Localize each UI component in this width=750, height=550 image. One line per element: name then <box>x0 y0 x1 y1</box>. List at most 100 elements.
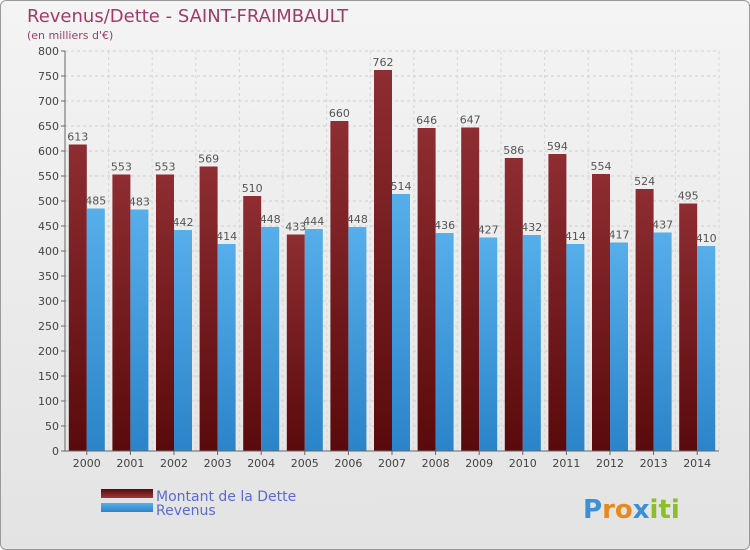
y-tick-label: 250 <box>38 320 59 333</box>
y-tick-label: 750 <box>38 70 59 83</box>
x-tick-label: 2002 <box>160 457 188 470</box>
bar-revenus <box>697 246 716 451</box>
bar-revenus <box>435 233 454 451</box>
value-label-dette: 553 <box>155 161 176 174</box>
bar-dette <box>417 128 436 451</box>
x-tick-label: 2012 <box>596 457 624 470</box>
y-tick-label: 700 <box>38 95 59 108</box>
bar-dette <box>548 154 567 451</box>
y-tick-label: 100 <box>38 395 59 408</box>
value-label-revenus: 427 <box>478 224 499 237</box>
value-label-dette: 647 <box>460 114 481 127</box>
chart-title: Revenus/Dette - SAINT-FRAIMBAULT <box>27 6 349 27</box>
legend-swatch-debt <box>101 489 153 498</box>
logo-text: Proxiti <box>583 495 680 525</box>
x-tick-label: 2001 <box>116 457 144 470</box>
value-label-revenus: 448 <box>260 213 281 226</box>
axis-layer: 0 50 100 150 200 250 300 350 400 450 500 550 600 650 7… <box>38 45 719 470</box>
y-tick-label: 600 <box>38 145 59 158</box>
x-tick-label: 2000 <box>73 457 101 470</box>
value-label-dette: 554 <box>591 160 612 173</box>
bar-dette <box>68 144 87 451</box>
bar-revenus <box>174 230 192 451</box>
x-tick-label: 2007 <box>378 457 406 470</box>
value-label-revenus: 448 <box>347 213 368 226</box>
bar-revenus <box>348 227 367 451</box>
y-tick-label: 400 <box>38 245 59 258</box>
value-label-dette: 553 <box>111 161 132 174</box>
value-label-dette: 646 <box>416 114 437 127</box>
legend-label-debt: Montant de la Dette <box>156 489 296 505</box>
value-label-dette: 433 <box>285 221 306 234</box>
bar-revenus <box>261 227 280 451</box>
y-tick-label: 150 <box>38 370 59 383</box>
bar-revenus <box>130 209 149 451</box>
bar-dette <box>635 189 654 451</box>
value-label-revenus: 414 <box>565 230 586 243</box>
bar-dette <box>199 166 218 451</box>
y-tick-label: 200 <box>38 345 59 358</box>
value-label-dette: 510 <box>242 182 263 195</box>
value-label-dette: 569 <box>198 153 219 166</box>
bar-revenus <box>610 242 628 451</box>
value-label-revenus: 442 <box>173 216 194 229</box>
value-label-revenus: 483 <box>129 196 150 209</box>
bar-revenus <box>392 194 410 451</box>
bar-dette <box>374 70 392 451</box>
x-tick-label: 2003 <box>204 457 232 470</box>
bar-revenus <box>566 244 585 451</box>
legend-swatch-revenus <box>101 503 153 512</box>
y-tick-label: 500 <box>38 195 59 208</box>
value-label-revenus: 437 <box>652 219 673 232</box>
x-tick-label: 2013 <box>640 457 668 470</box>
chart-subtitle: (en milliers d'€) <box>27 29 114 42</box>
value-label-revenus: 417 <box>609 229 630 242</box>
y-tick-label: 550 <box>38 170 59 183</box>
value-label-revenus: 514 <box>391 180 412 193</box>
value-label-dette: 524 <box>634 175 655 188</box>
bar-dette <box>243 196 262 451</box>
value-label-dette: 660 <box>329 107 350 120</box>
value-label-revenus: 414 <box>216 230 237 243</box>
y-tick-label: 650 <box>38 120 59 133</box>
x-tick-label: 2011 <box>552 457 580 470</box>
y-tick-label: 300 <box>38 295 59 308</box>
x-tick-label: 2004 <box>247 457 275 470</box>
bar-dette <box>330 121 349 451</box>
legend-label-revenus: Revenus <box>156 503 216 519</box>
value-label-revenus: 444 <box>303 215 324 228</box>
bar-dette <box>156 174 174 451</box>
bar-revenus <box>304 229 323 451</box>
bar-dette <box>286 234 305 451</box>
bar-revenus <box>86 208 105 451</box>
bar-revenus <box>217 244 236 451</box>
bars-layer <box>68 70 716 451</box>
bar-dette <box>504 158 523 451</box>
value-label-dette: 586 <box>503 144 524 157</box>
bar-dette <box>592 174 610 451</box>
y-tick-label: 350 <box>38 270 59 283</box>
value-label-dette: 762 <box>373 56 394 69</box>
proxiti-logo: Proxiti <box>583 495 680 525</box>
y-tick-label: 50 <box>45 420 59 433</box>
bar-revenus <box>522 235 541 451</box>
x-tick-label: 2008 <box>422 457 450 470</box>
y-tick-label: 450 <box>38 220 59 233</box>
x-tick-label: 2014 <box>683 457 711 470</box>
value-label-dette: 594 <box>547 140 568 153</box>
value-label-revenus: 485 <box>85 195 106 208</box>
y-tick-label: 800 <box>38 45 59 58</box>
bar-dette <box>112 174 131 451</box>
x-tick-label: 2009 <box>465 457 493 470</box>
bar-revenus <box>479 237 498 451</box>
value-label-revenus: 436 <box>434 219 455 232</box>
x-tick-label: 2006 <box>334 457 362 470</box>
value-label-dette: 495 <box>678 190 699 203</box>
bar-revenus <box>653 232 672 451</box>
legend: Montant de la Dette Revenus <box>101 489 296 519</box>
x-tick-label: 2005 <box>291 457 319 470</box>
x-tick-label: 2010 <box>509 457 537 470</box>
